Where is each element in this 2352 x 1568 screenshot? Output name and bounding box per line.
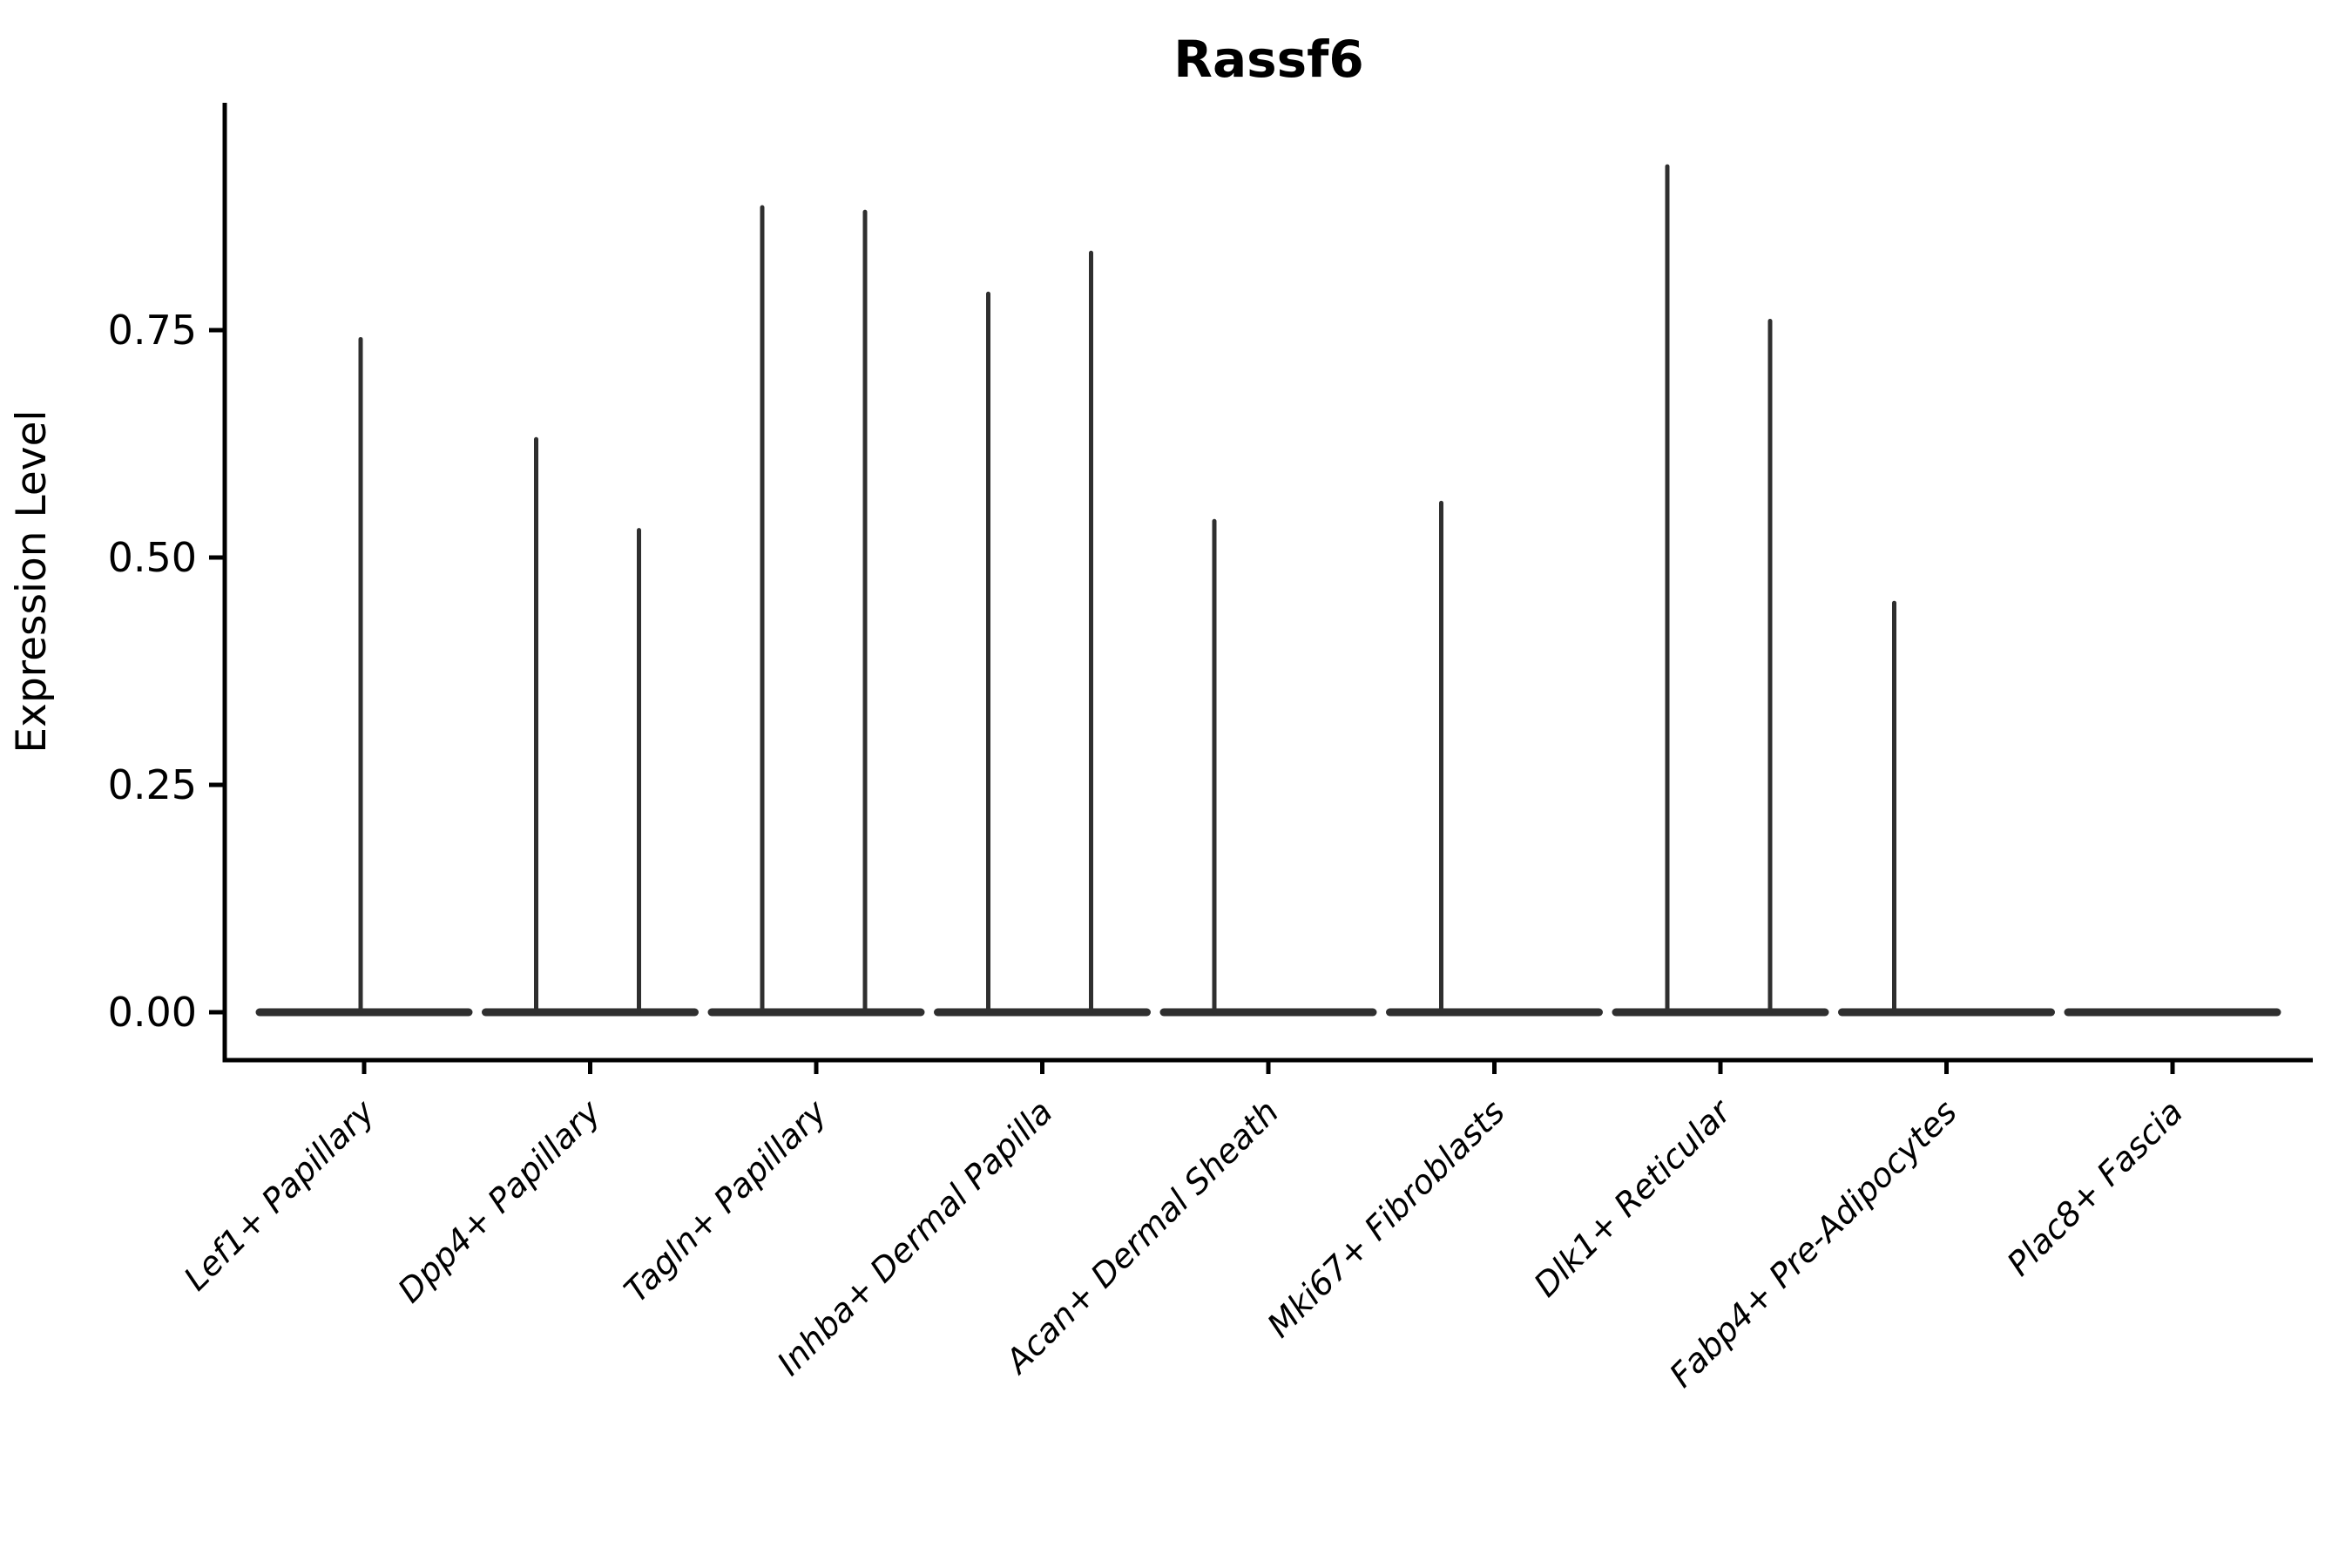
x-tick-label: Plac8+ Fascia	[2000, 1092, 2191, 1283]
x-tick-label: Dlk1+ Reticular	[1526, 1092, 1740, 1305]
y-tick-label: 0.25	[108, 761, 197, 808]
x-tick-label: Dpp4+ Papillary	[390, 1092, 608, 1310]
x-tick-label: Lef1+ Papillary	[177, 1092, 382, 1298]
y-tick-label: 0.00	[108, 989, 197, 1036]
y-tick-label: 0.75	[108, 307, 197, 354]
y-tick-label: 0.50	[108, 534, 197, 581]
chart-title: Rassf6	[1173, 30, 1363, 89]
x-tick-label: Mki67+ Fibroblasts	[1260, 1092, 1512, 1345]
x-tick-label: Tagln+ Papillary	[617, 1092, 835, 1310]
y-axis-label: Expression Level	[8, 409, 56, 753]
